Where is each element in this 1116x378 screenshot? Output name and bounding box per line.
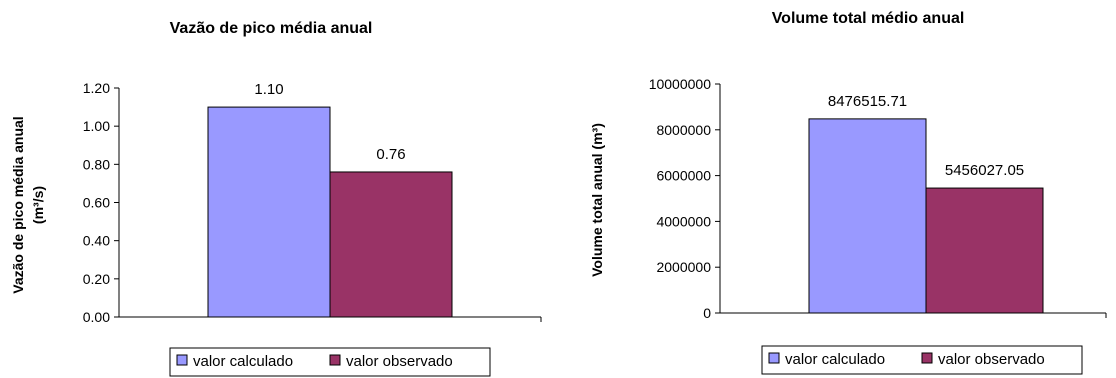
y-axis-label-unit: (m³/s) <box>30 186 46 224</box>
y-axis-label: Vazão de pico média anual <box>10 116 26 293</box>
plot-area: 0.00 0.20 0.40 0.60 0.80 1.00 1.20 1.10 0.76 <box>83 80 542 325</box>
y-tick-label: 10000000 <box>649 76 712 92</box>
legend-label-observado: valor observado <box>938 351 1045 368</box>
y-tick-label: 0.20 <box>83 271 110 287</box>
y-tick-label: 1.20 <box>83 80 110 96</box>
y-axis-label-line-2: (m³/s) <box>30 186 46 224</box>
bar-valor-calculado <box>808 118 927 314</box>
legend-swatch-calculado <box>768 352 780 364</box>
chart-total-volume-svg: Volume total médio anual Volume total an… <box>589 10 1107 375</box>
chart-title: Volume total médio anual <box>772 10 965 27</box>
y-axis-label: Volume total anual (m³) <box>589 123 605 277</box>
bar-valor-calculado <box>207 106 331 318</box>
data-label: 0.76 <box>376 146 405 163</box>
y-tick-label: 4000000 <box>656 213 711 229</box>
y-tick-label: 0.80 <box>83 156 110 172</box>
plot-area: 0 2000000 4000000 6000000 8000000 10000000 847… <box>649 76 1107 321</box>
y-axis-label-line-1: Volume total anual (m³) <box>589 123 605 277</box>
y-tick-label: 8000000 <box>656 122 711 138</box>
legend: valor calculado valor observado <box>761 345 1083 375</box>
y-tick-label: 0.40 <box>83 233 110 249</box>
y-tick-label: 0 <box>703 305 711 321</box>
chart-total-volume: Volume total médio anual Volume total an… <box>558 0 1116 378</box>
chart-title: Vazão de pico média anual <box>170 20 373 37</box>
legend-swatch-observado <box>921 352 933 364</box>
chart-peak-flow-svg: Vazão de pico média anual Vazão de pico … <box>10 20 542 377</box>
chart-peak-flow: Vazão de pico média anual Vazão de pico … <box>10 20 542 377</box>
y-tick-label: 1.00 <box>83 118 110 134</box>
y-tick-label: 0.00 <box>83 309 110 325</box>
legend-label-observado: valor observado <box>346 353 453 370</box>
y-tick-label: 0.60 <box>83 195 110 211</box>
data-label: 8476515.71 <box>828 93 907 110</box>
data-label: 5456027.05 <box>945 162 1024 179</box>
y-tick-label: 6000000 <box>656 168 711 184</box>
bar-valor-observado <box>925 187 1044 314</box>
legend-swatch-observado <box>329 354 341 366</box>
data-label: 1.10 <box>254 81 283 98</box>
y-tick-label: 2000000 <box>656 259 711 275</box>
bar-valor-observado <box>329 171 453 318</box>
y-axis-label-line-1: Vazão de pico média anual <box>10 116 26 293</box>
legend: valor calculado valor observado <box>169 347 491 377</box>
legend-swatch-calculado <box>176 354 188 366</box>
legend-label-calculado: valor calculado <box>193 353 293 370</box>
legend-label-calculado: valor calculado <box>785 351 885 368</box>
